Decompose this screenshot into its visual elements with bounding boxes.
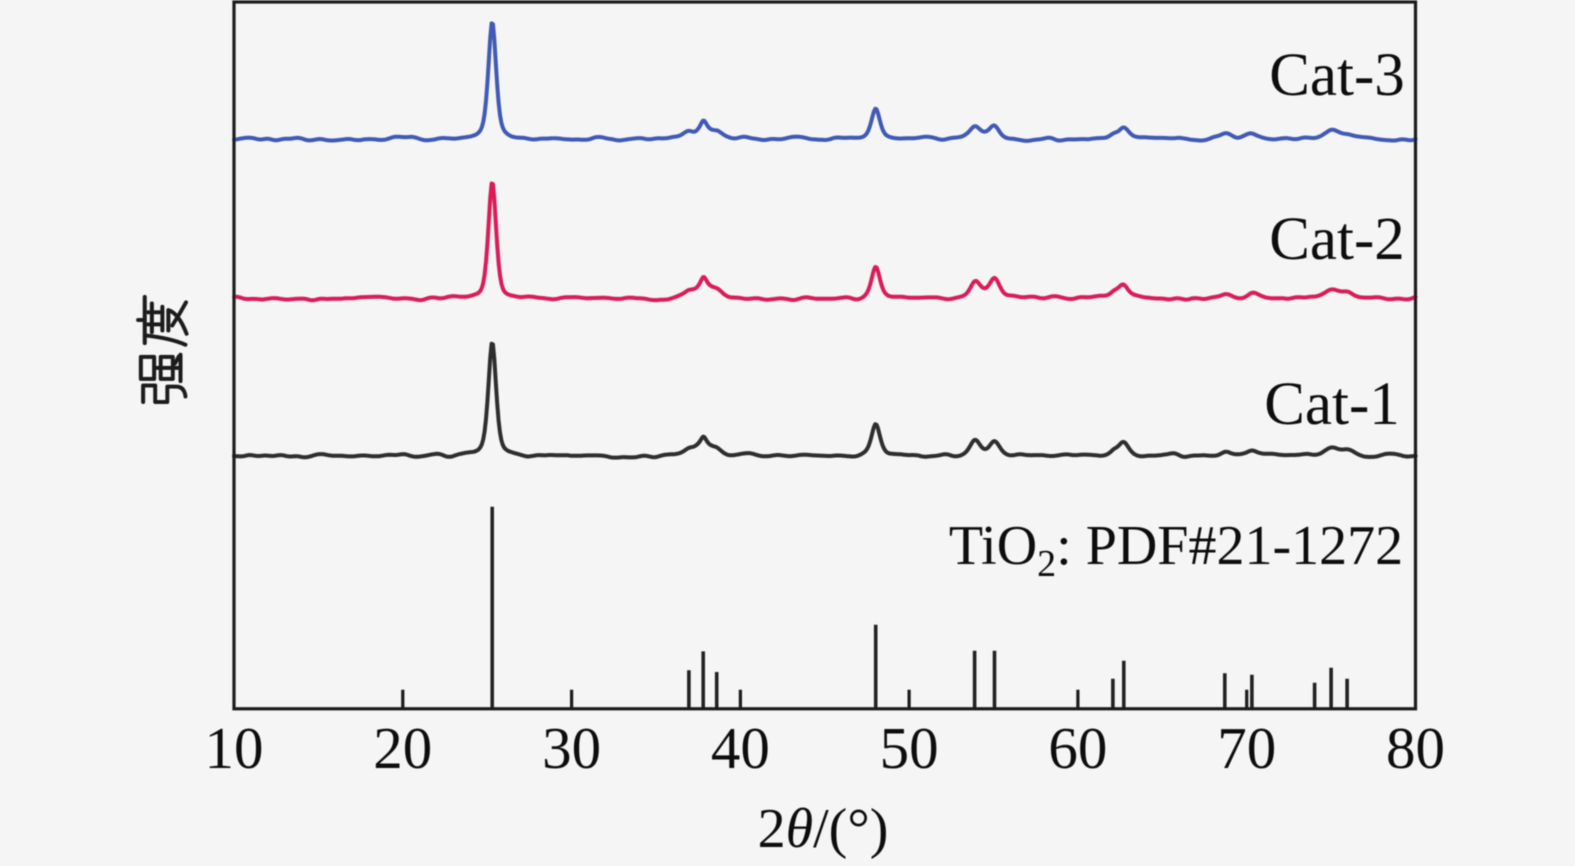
svg-text:40: 40 [711, 715, 770, 781]
svg-text:Cat-2: Cat-2 [1269, 206, 1405, 273]
svg-text:10: 10 [205, 715, 264, 781]
svg-text:80: 80 [1386, 715, 1445, 781]
svg-text:70: 70 [1217, 715, 1276, 781]
svg-text:20: 20 [373, 715, 432, 781]
svg-text:30: 30 [542, 715, 601, 781]
svg-text:60: 60 [1048, 715, 1107, 781]
svg-text:Cat-1: Cat-1 [1264, 371, 1400, 438]
svg-text:Cat-3: Cat-3 [1269, 42, 1405, 109]
svg-text:TiO2: PDF#21-1272: TiO2: PDF#21-1272 [949, 515, 1403, 585]
svg-text:50: 50 [880, 715, 939, 781]
svg-text:2θ/(°): 2θ/(°) [758, 798, 889, 860]
